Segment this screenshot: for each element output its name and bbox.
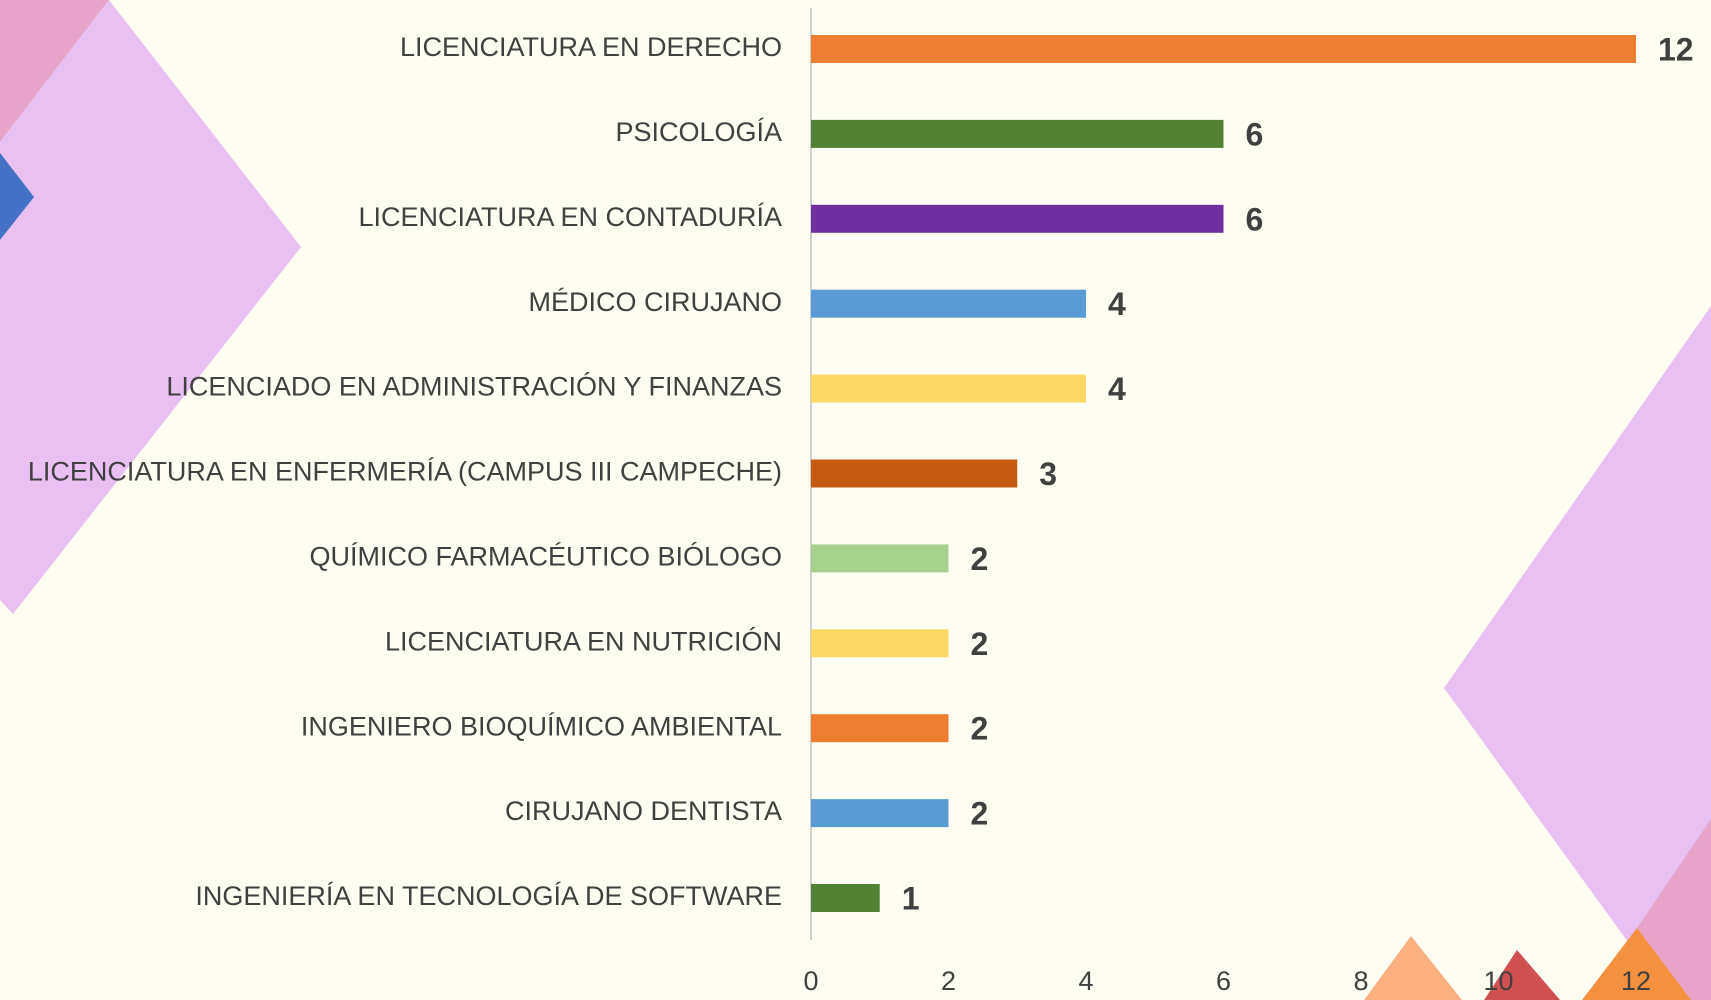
category-label: LICENCIATURA EN NUTRICIÓN [385,625,782,656]
category-label: PSICOLOGÍA [615,117,782,147]
value-label: 2 [971,711,989,747]
category-label: CIRUJANO DENTISTA [505,796,782,826]
value-label: 4 [1108,371,1126,407]
category-label: INGENIERO BIOQUÍMICO AMBIENTAL [301,711,782,741]
category-label: LICENCIATURA EN ENFERMERÍA (CAMPUS III C… [28,457,782,487]
value-label: 4 [1108,286,1126,322]
category-label: LICENCIADO EN ADMINISTRACIÓN Y FINANZAS [166,371,782,402]
category-label: QUÍMICO FARMACÉUTICO BIÓLOGO [309,541,782,572]
value-label: 6 [1246,116,1264,152]
value-label: 2 [971,541,989,577]
bar [811,629,949,657]
bar [811,884,880,912]
value-label: 2 [971,796,989,832]
value-label: 12 [1658,31,1694,67]
category-label: LICENCIATURA EN DERECHO [400,32,782,62]
bar [811,714,949,742]
background [0,0,1711,1000]
bar [811,205,1224,233]
bar [811,460,1017,488]
x-tick-label: 6 [1216,966,1231,996]
x-tick-label: 8 [1353,966,1368,996]
x-tick-label: 10 [1483,966,1513,996]
bar [811,375,1086,403]
category-label: INGENIERÍA EN TECNOLOGÍA DE SOFTWARE [195,881,782,911]
value-label: 3 [1039,456,1057,492]
x-tick-label: 2 [941,966,956,996]
chart: 024681012LICENCIATURA EN DERECHO12PSICOL… [0,0,1711,1000]
bar [811,290,1086,318]
bar [811,799,949,827]
x-tick-label: 0 [803,966,818,996]
bar [811,544,949,572]
value-label: 1 [902,880,920,916]
bar [811,120,1224,148]
value-label: 2 [971,626,989,662]
x-tick-label: 12 [1621,966,1651,996]
value-label: 6 [1246,201,1264,237]
category-label: LICENCIATURA EN CONTADURÍA [358,202,782,232]
x-tick-label: 4 [1078,966,1093,996]
category-label: MÉDICO CIRUJANO [528,287,782,317]
bar [811,35,1636,63]
